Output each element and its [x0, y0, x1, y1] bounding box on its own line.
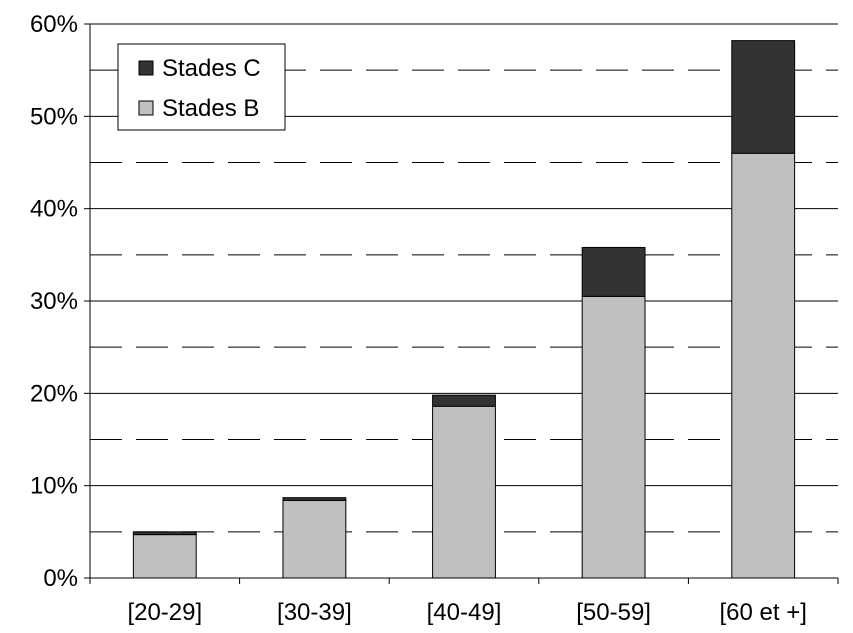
bars: [132, 40, 796, 579]
y-tick-label: 50%: [30, 103, 78, 130]
x-tick-label: [40-49]: [427, 599, 502, 626]
y-tick-label: 0%: [43, 565, 78, 592]
bar-stades-c: [432, 394, 496, 407]
legend-label-stades-b: Stades B: [162, 95, 259, 122]
bar-stades-c: [581, 246, 646, 297]
x-tick-labels: [20-29] [30-39] [40-49] [50-59] [60 et +]: [127, 599, 806, 626]
legend-swatch-stades-b: [138, 100, 154, 116]
x-tick-label: [20-29]: [127, 599, 202, 626]
x-tick-label: [50-59]: [576, 599, 651, 626]
x-tick-label: [60 et +]: [719, 599, 806, 626]
y-tick-label: 40%: [30, 196, 78, 223]
legend-box: [117, 43, 286, 131]
bar-stades-b: [581, 295, 646, 579]
bar-stades-b: [132, 534, 197, 579]
y-tick-label: 10%: [30, 473, 78, 500]
y-tick-labels: 0% 10% 20% 30% 40% 50% 60%: [30, 11, 78, 592]
bar-stades-c: [132, 531, 197, 536]
bar-stades-b: [731, 152, 796, 579]
legend: Stades C Stades B: [117, 43, 286, 131]
y-tick-label: 20%: [30, 380, 78, 407]
bar-stades-b: [282, 499, 347, 579]
y-tick-label: 30%: [30, 288, 78, 315]
legend-label-stades-c: Stades C: [162, 55, 261, 82]
bar-stades-c: [731, 40, 796, 154]
bar-stades-b: [432, 405, 496, 579]
bar-stades-c: [282, 497, 347, 501]
legend-swatch-stades-c: [138, 60, 154, 76]
x-tick-label: [30-39]: [277, 599, 352, 626]
y-tick-label: 60%: [30, 11, 78, 38]
